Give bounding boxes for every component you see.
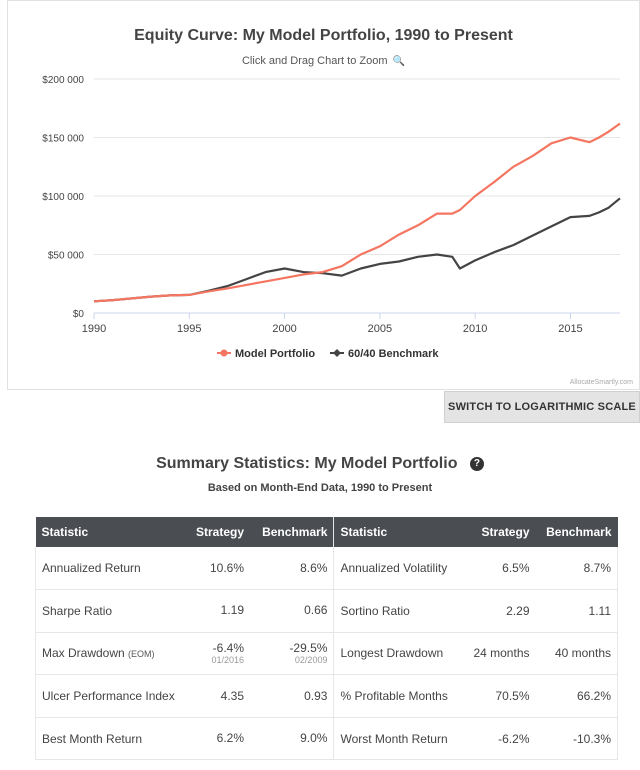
benchmark-value: 0.66	[304, 603, 328, 618]
y-tick-label: $50 000	[48, 251, 85, 262]
strategy-value: 6.2%	[216, 731, 245, 746]
table-row: Max Drawdown (EOM) -6.4% 01/2016 -29.5% 02/2…	[35, 632, 618, 676]
legend-benchmark-label[interactable]: 60/40 Benchmark	[348, 348, 439, 360]
table-header-row: Statistic Strategy Benchmark Statistic S…	[35, 517, 618, 547]
y-tick-label: $0	[73, 309, 85, 320]
benchmark-value-cell: 9.0%	[250, 717, 334, 761]
strategy-value-2: -6.2%	[461, 717, 536, 761]
strategy-value-cell: 6.2%	[188, 717, 251, 761]
strategy-value: 1.19	[220, 603, 245, 618]
benchmark-value-2: 1.11	[535, 589, 618, 633]
chart-title: Equity Curve: My Model Portfolio, 1990 t…	[134, 27, 513, 44]
benchmark-value-cell: -29.5% 02/2009	[250, 632, 334, 676]
chart-subtitle-text: Click and Drag Chart to Zoom	[241, 55, 388, 67]
table-row: Sharpe Ratio 1.19 0.66 Sortino Ratio 2.29 1.…	[35, 589, 618, 633]
benchmark-value-cell: 0.93	[250, 674, 334, 718]
header-benchmark-2: Benchmark	[535, 517, 618, 547]
strategy-value-2: 70.5%	[461, 674, 536, 718]
benchmark-value: -29.5%	[289, 640, 328, 655]
stat-label-text: Max Drawdown	[42, 646, 125, 661]
stat-label: Sharpe Ratio	[35, 589, 189, 633]
benchmark-value-2: -10.3%	[535, 717, 618, 761]
zoom-icon: 🔍	[392, 56, 405, 67]
legend-model-portfolio-label[interactable]: Model Portfolio	[235, 348, 315, 360]
summary-stats-table: Statistic Strategy Benchmark Statistic S…	[35, 517, 618, 761]
y-tick-label: $100 000	[42, 192, 84, 203]
stat-label-text: Sharpe Ratio	[42, 603, 113, 618]
header-benchmark: Benchmark	[250, 517, 334, 547]
stat-label-text: Best Month Return	[42, 731, 143, 746]
header-statistic: Statistic	[35, 517, 189, 547]
table-row: Best Month Return 6.2% 9.0% Worst Month Re…	[35, 717, 618, 761]
y-tick-label: $200 000	[42, 75, 84, 86]
stat-label-text: Annualized Return	[42, 561, 141, 576]
benchmark-value-cell: 8.6%	[250, 547, 334, 591]
strategy-value: 10.6%	[209, 560, 245, 575]
table-row: Ulcer Performance Index 4.35 0.93 % Profit…	[35, 674, 618, 718]
stat-label: Ulcer Performance Index	[35, 674, 189, 718]
table-row: Annualized Return 10.6% 8.6% Annualized Vo…	[35, 547, 618, 591]
header-statistic-2: Statistic	[333, 517, 462, 547]
stat-label-2: Annualized Volatility	[333, 547, 462, 591]
stats-title: Summary Statistics: My Model Portfolio ?	[0, 455, 640, 473]
strategy-value-cell: 1.19	[188, 589, 251, 633]
stat-label-2: Worst Month Return	[333, 717, 462, 761]
x-tick-label: 2015	[558, 323, 582, 335]
benchmark-value: 0.93	[304, 688, 328, 703]
chart-credit[interactable]: AllocateSmartly.com	[569, 379, 633, 386]
x-tick-label: 1995	[177, 323, 201, 335]
equity-chart[interactable]: $0 $50 000 $100 000 $150 000 $200 000 1990 199…	[8, 1, 640, 391]
stat-label: Annualized Return	[35, 547, 189, 591]
stat-label-note: (EOM)	[128, 649, 155, 660]
y-tick-label: $150 000	[42, 134, 84, 145]
stat-label-2: Longest Drawdown	[333, 632, 462, 676]
x-tick-label: 2005	[368, 323, 392, 335]
strategy-value-2: 24 months	[461, 632, 536, 676]
benchmark-value: 8.6%	[300, 560, 328, 575]
strategy-value-cell: 4.35	[188, 674, 251, 718]
x-tick-label: 1990	[82, 323, 106, 335]
strategy-value-2: 2.29	[461, 589, 536, 633]
strategy-value-2: 6.5%	[461, 547, 536, 591]
benchmark-value-cell: 0.66	[250, 589, 334, 633]
x-tick-label: 2000	[272, 323, 296, 335]
strategy-value: -6.4%	[212, 640, 245, 655]
stat-label-2: Sortino Ratio	[333, 589, 462, 633]
strategy-value-cell: 10.6%	[188, 547, 251, 591]
strategy-value: 4.35	[220, 688, 245, 703]
strategy-date: 01/2016	[211, 654, 245, 665]
log-scale-button[interactable]: SWITCH TO LOGARITHMIC SCALE	[444, 391, 640, 423]
stat-label-text: Ulcer Performance Index	[42, 689, 175, 704]
stat-label: Best Month Return	[35, 717, 189, 761]
legend-benchmark-marker[interactable]	[333, 349, 341, 357]
header-strategy-2: Strategy	[461, 517, 536, 547]
stat-label-2: % Profitable Months	[333, 674, 462, 718]
stats-subtitle: Based on Month-End Data, 1990 to Present	[207, 482, 433, 494]
stats-title-text: Summary Statistics: My Model Portfolio	[156, 455, 458, 472]
chart-subtitle: Click and Drag Chart to Zoom 🔍	[8, 55, 639, 67]
benchmark-value-2: 8.7%	[535, 547, 618, 591]
help-icon[interactable]: ?	[469, 457, 484, 471]
benchmark-line[interactable]	[93, 197, 621, 303]
x-tick-label: 2010	[463, 323, 487, 335]
equity-chart-panel[interactable]: $0 $50 000 $100 000 $150 000 $200 000 1990 199…	[7, 0, 640, 390]
benchmark-value: 9.0%	[300, 731, 328, 746]
header-strategy: Strategy	[188, 517, 251, 547]
benchmark-value-2: 66.2%	[535, 674, 618, 718]
benchmark-value-2: 40 months	[535, 632, 618, 676]
strategy-value-cell: -6.4% 01/2016	[188, 632, 251, 676]
legend-model-portfolio-marker[interactable]	[220, 349, 228, 357]
benchmark-date: 02/2009	[294, 654, 328, 665]
stat-label: Max Drawdown (EOM)	[35, 632, 189, 676]
model-portfolio-line[interactable]	[93, 122, 621, 303]
